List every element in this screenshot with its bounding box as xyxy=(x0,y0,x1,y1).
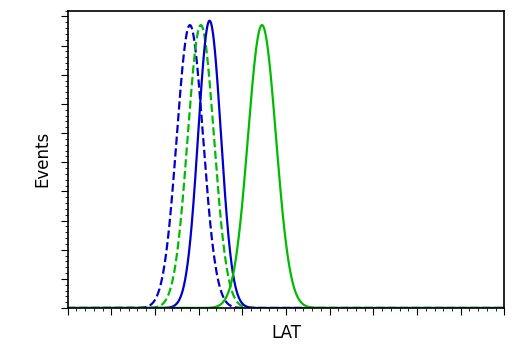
Y-axis label: Events: Events xyxy=(34,131,51,187)
X-axis label: LAT: LAT xyxy=(271,324,301,342)
